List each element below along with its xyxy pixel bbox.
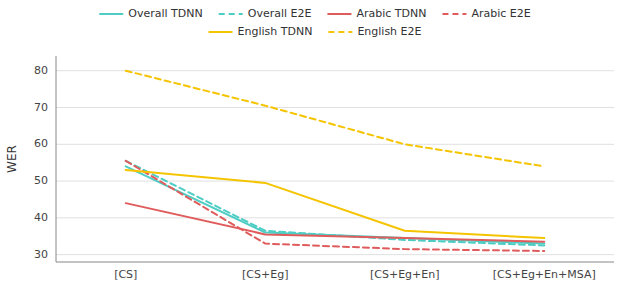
legend-label: Overall TDNN (128, 7, 202, 20)
series-line (126, 161, 545, 246)
legend-swatch (328, 31, 352, 33)
chart-container: 30 40 50 60 70 80 [CS] [CS+Eg] [CS+Eg+En] [CS+Eg+… (0, 0, 630, 296)
legend-label: Arabic TDNN (356, 7, 426, 20)
y-axis-line (56, 56, 57, 262)
grid (56, 71, 614, 255)
x-tick-label: [CS+Eg+En+MSA] (493, 268, 596, 281)
legend-label: English TDNN (238, 25, 313, 38)
series-line (126, 161, 545, 251)
legend-item: English E2E (328, 25, 421, 38)
series-line (126, 170, 545, 238)
y-axis-label: WER (5, 145, 19, 173)
legend-swatch (219, 13, 243, 15)
chart: 30 40 50 60 70 80 [CS] [CS+Eg] [CS+Eg+En] [CS+Eg+… (0, 0, 630, 296)
grid-line (56, 254, 614, 255)
grid-line (56, 107, 614, 108)
y-tick-label: 30 (34, 248, 48, 261)
y-tick-label: 50 (34, 174, 48, 187)
legend-item: English TDNN (209, 25, 313, 38)
legend-item: Overall TDNN (99, 7, 202, 20)
legend: Overall TDNN Overall E2E Arabic TDNN Arabic… (99, 7, 531, 38)
grid-line (56, 70, 614, 71)
legend-item: Overall E2E (219, 7, 312, 20)
legend-swatch (327, 13, 351, 15)
x-tick-label: [CS+Eg+En] (370, 268, 440, 281)
grid-line (56, 181, 614, 182)
grid-line (56, 144, 614, 145)
grid-line (56, 217, 614, 218)
x-tick-label: [CS+Eg] (242, 268, 288, 281)
x-axis-line (56, 262, 614, 263)
legend-item: Arabic E2E (442, 7, 530, 20)
series-line (126, 166, 545, 243)
y-tick-label: 70 (34, 101, 48, 114)
y-tick-label: 40 (34, 211, 48, 224)
series-line (126, 203, 545, 242)
series-line (126, 71, 545, 167)
legend-label: Arabic E2E (471, 7, 530, 20)
legend-item: Arabic TDNN (327, 7, 426, 20)
legend-swatch (209, 31, 233, 33)
lines (126, 71, 545, 251)
y-tick-label: 60 (34, 137, 48, 150)
x-tick-label: [CS] (114, 268, 137, 281)
legend-label: Overall E2E (248, 7, 312, 20)
legend-swatch (99, 13, 123, 15)
legend-swatch (442, 13, 466, 15)
legend-label: English E2E (357, 25, 421, 38)
y-tick-label: 80 (34, 64, 48, 77)
